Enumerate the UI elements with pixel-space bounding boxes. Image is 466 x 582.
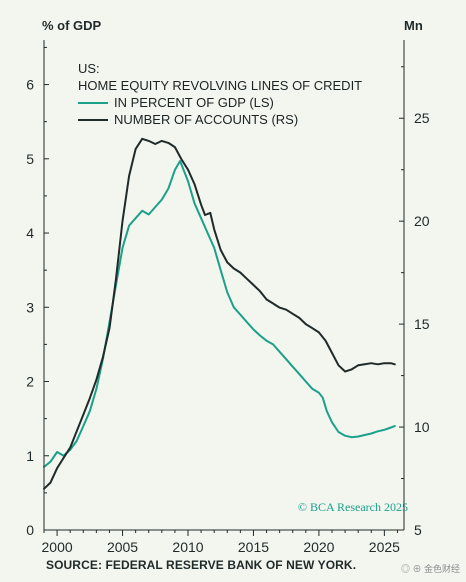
right-tick-label: 5 [414,522,422,538]
right-tick-label: 15 [414,316,430,332]
legend-label-gdp: IN PERCENT OF GDP (LS) [114,95,274,110]
legend-item-accounts: NUMBER OF ACCOUNTS (RS) [78,111,362,128]
right-axis-unit: Mn [404,18,423,33]
legend-title: HOME EQUITY REVOLVING LINES OF CREDIT [78,78,363,93]
left-tick-label: 2 [26,374,34,390]
x-tick-label: 2015 [238,539,269,555]
series-line-gdp [43,160,396,468]
source-note: SOURCE: FEDERAL RESERVE BANK OF NEW YORK… [46,558,357,572]
right-tick-label: 20 [414,213,430,229]
left-tick-label: 3 [26,299,34,315]
left-tick-label: 5 [26,151,34,167]
corner-watermark: ◎ ⊕ 金色财经 [400,564,460,574]
left-tick-label: 0 [26,522,34,538]
left-tick-label: 4 [26,225,34,241]
left-tick-label: 6 [26,77,34,93]
x-tick-label: 2025 [369,539,400,555]
series-lines [43,137,396,490]
left-tick-label: 1 [26,448,34,464]
legend-region: US: [78,61,100,76]
x-tick-label: 2000 [42,539,73,555]
legend-item-gdp: IN PERCENT OF GDP (LS) [78,94,362,111]
legend-label-accounts: NUMBER OF ACCOUNTS (RS) [114,112,299,127]
series-line-accounts [43,137,396,490]
legend: US: HOME EQUITY REVOLVING LINES OF CREDI… [78,60,362,128]
x-tick-label: 2005 [107,539,138,555]
left-axis-unit: % of GDP [42,18,102,33]
x-tick-label: 2010 [172,539,203,555]
x-tick-label: 2020 [303,539,334,555]
right-tick-label: 10 [414,419,430,435]
legend-swatch-gdp [78,101,108,104]
bca-watermark: © BCA Research 2025 [297,500,408,514]
legend-swatch-accounts [78,118,108,121]
right-tick-label: 25 [414,110,430,126]
